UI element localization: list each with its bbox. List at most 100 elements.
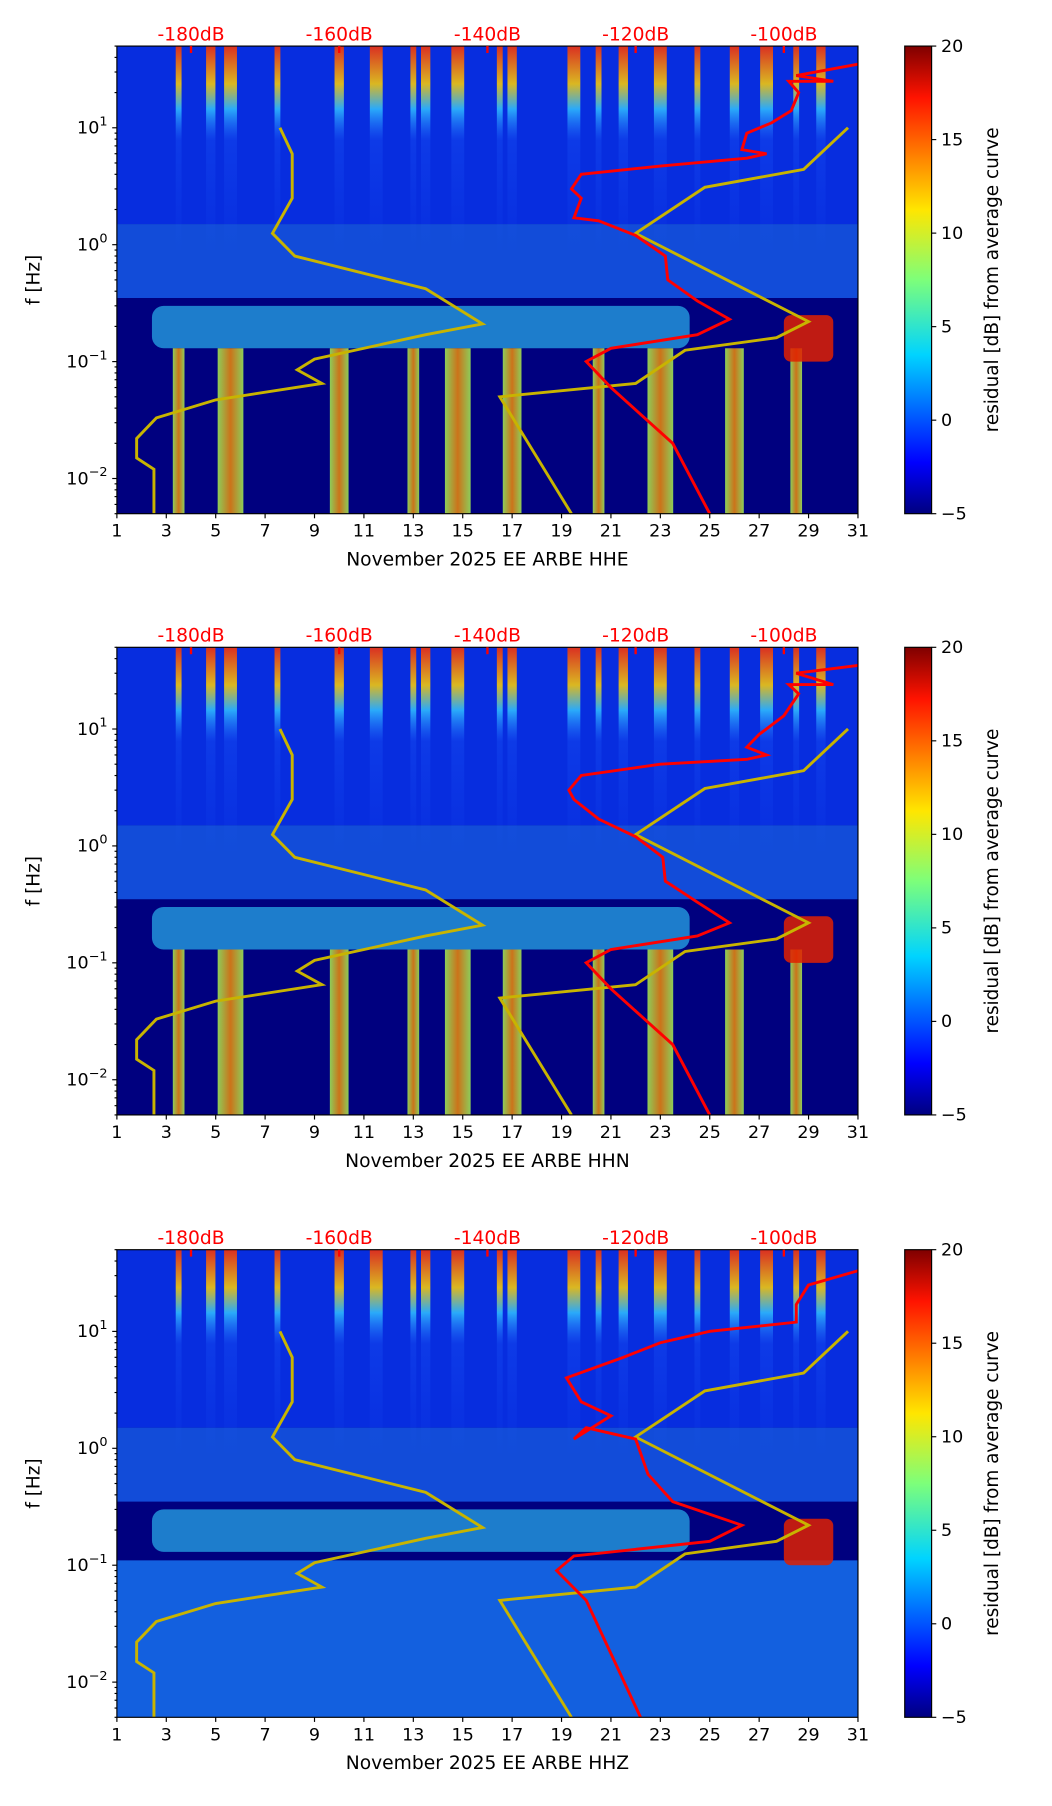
colorbar-label: residual [dB] from average curve: [982, 729, 1003, 1034]
y-tick-base: 10: [66, 1556, 88, 1576]
colorbar-tick-label: 0: [941, 1012, 952, 1032]
x-tick-label: 3: [161, 1725, 172, 1745]
y-tick-exponent: −2: [89, 465, 108, 480]
daily-noise-stripe: [420, 46, 431, 257]
average-psd-curve: [569, 62, 859, 515]
daily-noise-stripe: [420, 647, 431, 858]
y-tick-label: 100: [77, 1435, 107, 1459]
y-tick-exponent: 1: [99, 115, 107, 130]
daily-noise-stripe: [224, 46, 237, 257]
y-tick-base: 10: [66, 1673, 88, 1693]
y-axis-label: f [Hz]: [24, 856, 45, 906]
x-tick-label: 5: [210, 1725, 221, 1745]
x-axis-label: November 2025 EE ARBE HHE: [346, 550, 628, 571]
x-tick-label: 11: [353, 1123, 375, 1143]
daily-noise-stripe: [507, 1249, 517, 1460]
daily-noise-stripe: [451, 1249, 465, 1460]
daily-noise-stripe: [224, 647, 237, 858]
secondary-microseism-band: [151, 907, 690, 950]
x-tick-label: 3: [161, 522, 172, 542]
daily-noise-stripe: [206, 1249, 216, 1460]
db-level-label: -100dB: [750, 626, 817, 647]
y-tick-exponent: −1: [89, 950, 108, 965]
average-psd-curve: [554, 1269, 859, 1718]
x-tick-label: 5: [210, 522, 221, 542]
y-tick-label: 10−2: [66, 1669, 107, 1693]
x-tick-label: 31: [847, 1725, 869, 1745]
x-tick-label: 15: [452, 1123, 474, 1143]
noise-model-curve: [497, 727, 850, 1116]
average-psd-curve: [567, 663, 859, 1116]
long-period-stripe: [217, 949, 244, 1115]
daily-noise-stripe: [618, 1249, 628, 1460]
long-period-stripe: [502, 348, 522, 514]
y-tick-base: 10: [77, 1439, 99, 1459]
daily-noise-stripe: [507, 46, 517, 257]
x-tick-label: 21: [600, 522, 622, 542]
x-axis-label: November 2025 EE ARBE HHN: [345, 1151, 630, 1172]
x-tick-label: 27: [748, 1123, 770, 1143]
daily-noise-stripe: [760, 1249, 773, 1460]
x-tick-label: 7: [260, 1725, 271, 1745]
x-tick-label: 13: [402, 1123, 424, 1143]
y-tick-exponent: −2: [89, 1067, 108, 1082]
y-tick-base: 10: [77, 1322, 99, 1342]
x-tick-label: 21: [600, 1123, 622, 1143]
daily-noise-stripe: [420, 1249, 431, 1460]
noise-model-curve: [135, 728, 487, 1115]
daily-noise-stripe: [496, 46, 503, 257]
long-period-stripe: [592, 348, 605, 514]
x-tick-label: 29: [797, 1725, 819, 1745]
db-level-label: -140dB: [454, 626, 521, 647]
db-level-label: -160dB: [306, 626, 373, 647]
long-period-stripe: [407, 348, 420, 514]
daily-noise-stripe: [206, 647, 216, 858]
x-tick-label: 23: [649, 1123, 671, 1143]
db-level-label: -180dB: [157, 626, 224, 647]
y-tick-base: 10: [77, 837, 99, 857]
long-period-noise: [116, 1560, 858, 1718]
colorbar-tick-label: 5: [941, 1521, 952, 1541]
long-period-stripe: [172, 949, 185, 1115]
colorbar-tick-label: 5: [941, 318, 952, 338]
long-period-stripe: [217, 348, 244, 514]
daily-noise-stripe: [595, 1249, 602, 1460]
long-period-stripe: [502, 949, 522, 1115]
db-level-label: -120dB: [602, 626, 669, 647]
x-tick-label: 15: [452, 1725, 474, 1745]
daily-noise-stripe: [653, 1249, 667, 1460]
daily-noise-stripe: [793, 647, 800, 858]
long-period-stripe: [407, 949, 420, 1115]
x-tick-label: 1: [111, 1123, 122, 1143]
db-level-label: -120dB: [602, 1228, 669, 1249]
y-tick-label: 10−2: [66, 465, 107, 489]
daily-noise-stripe: [334, 1249, 344, 1460]
long-period-stripe: [444, 348, 471, 514]
colorbar-tick-label: 0: [941, 411, 952, 431]
x-tick-label: 27: [748, 1725, 770, 1745]
daily-noise-stripe: [369, 647, 383, 858]
colorbar-tick-label: 15: [941, 130, 963, 150]
db-level-label: -160dB: [306, 24, 373, 45]
daily-noise-stripe: [451, 647, 465, 858]
colorbar-tick-label: 20: [941, 1241, 963, 1261]
y-tick-base: 10: [77, 119, 99, 139]
daily-noise-stripe: [567, 46, 581, 257]
colorbar-tick-label: 10: [941, 825, 963, 845]
colorbar-tick-label: 0: [941, 1615, 952, 1635]
x-tick-label: 23: [649, 1725, 671, 1745]
daily-noise-stripe: [175, 647, 182, 858]
y-tick-exponent: 0: [99, 231, 107, 246]
y-tick-exponent: 0: [99, 1435, 107, 1450]
x-tick-label: 15: [452, 522, 474, 542]
secondary-microseism-band: [151, 305, 690, 349]
daily-noise-stripe: [816, 647, 826, 858]
colorbar-tick-label: 5: [941, 919, 952, 939]
colorbar-tick-label: 10: [941, 1428, 963, 1448]
x-tick-label: 27: [748, 522, 770, 542]
daily-noise-stripe: [653, 647, 667, 858]
daily-noise-stripe: [816, 46, 826, 257]
long-period-stripe: [592, 949, 605, 1115]
